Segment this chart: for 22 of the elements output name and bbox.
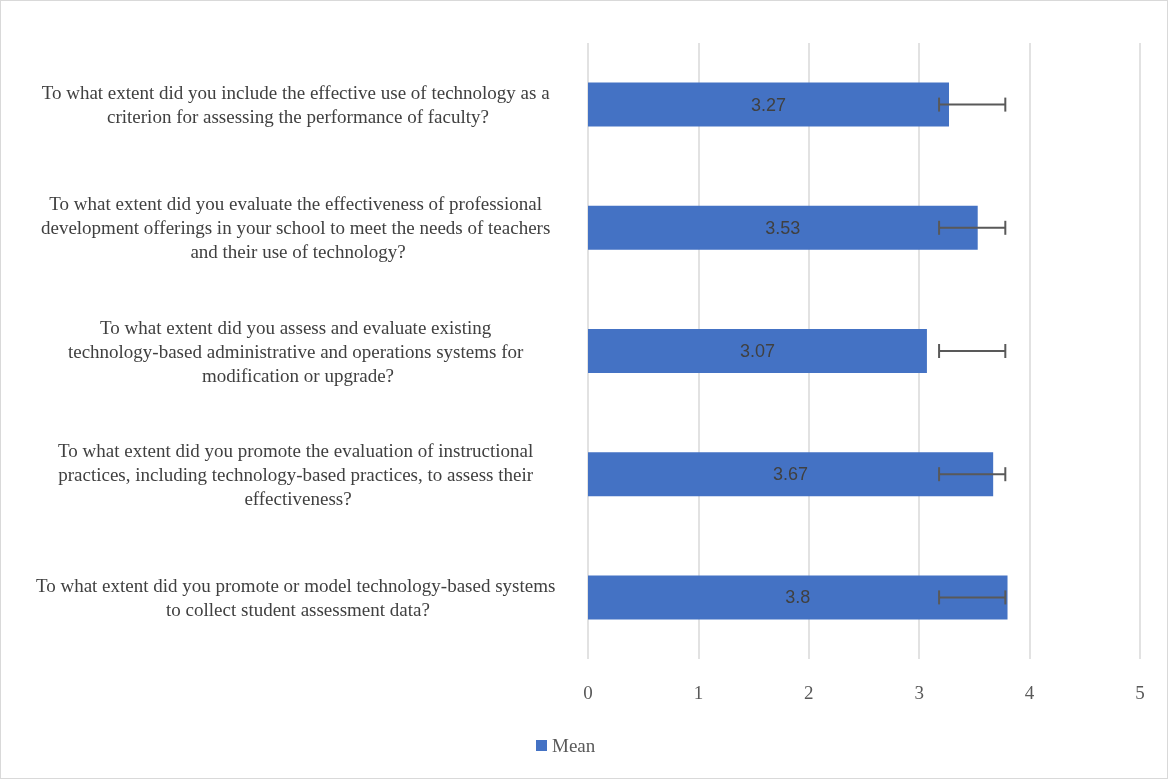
x-tick-label: 3 — [914, 682, 924, 703]
bar — [588, 205, 978, 250]
data-label: 3.07 — [739, 341, 775, 361]
data-label: 3.53 — [765, 217, 801, 238]
y-tick-label: To what extent did you promote or model technology-based systems to collect student assessment data? — [35, 574, 561, 620]
y-tick-label: To what extent did you promote the evaluation of instructional practices, including technology-based practices, to assess their effectiveness? — [58, 439, 538, 509]
y-tick-label: To what extent did you include the effective use of technology as a criterion for assessing the performance of faculty? — [41, 82, 555, 128]
y-tick-label: To what extent did you evaluate the effectiveness of professional development offerings in your school to meet the needs of teachers and their use of technology? — [40, 193, 556, 263]
bar — [588, 575, 1008, 620]
bar — [588, 82, 950, 127]
x-tick-label: 4 — [1024, 682, 1035, 703]
data-label: 3.67 — [773, 464, 809, 485]
x-tick-label: 0 — [583, 682, 593, 703]
bar — [588, 452, 994, 497]
y-tick-label: To what extent did you assess and evaluate existing technology-based administrative and operations systems for modification or upgrade? — [67, 316, 529, 386]
data-label: 3.27 — [750, 94, 787, 115]
bar — [588, 329, 927, 373]
data-label: 3.8 — [785, 587, 811, 608]
legend-label: Mean — [552, 735, 596, 756]
x-tick-label: 2 — [804, 682, 814, 703]
x-tick-label: 5 — [1135, 682, 1145, 703]
x-tick-label: 1 — [693, 682, 704, 703]
